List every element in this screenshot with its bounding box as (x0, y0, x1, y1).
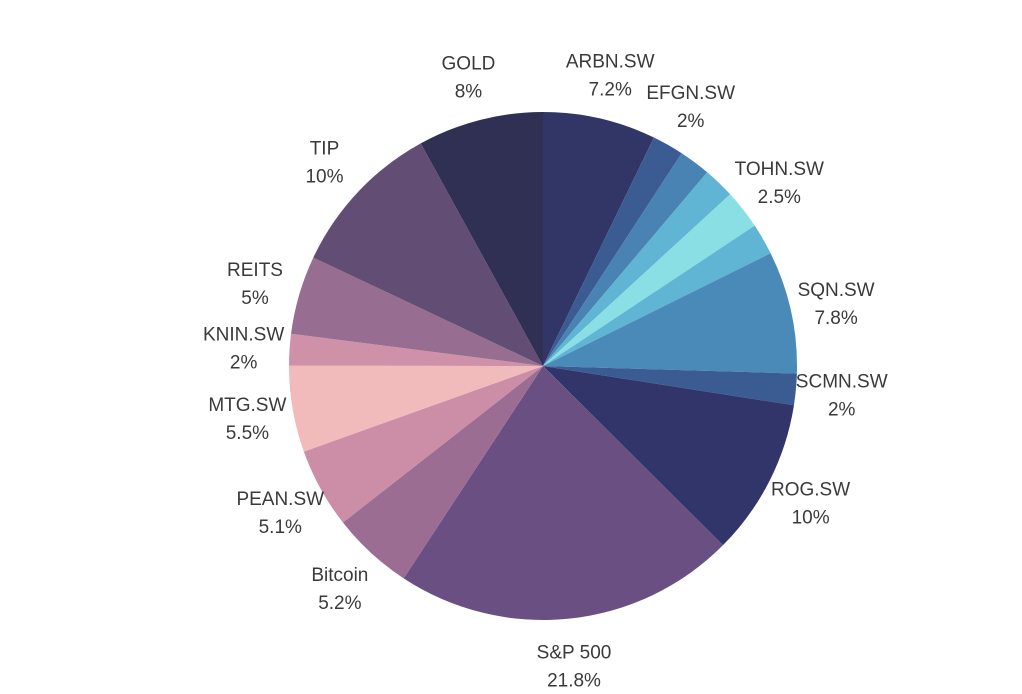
slice-label-percent: 5.5% (226, 423, 269, 444)
slice-label-percent: 5.1% (259, 517, 302, 538)
pie-label-s-p-500: S&P 500 21.8% (537, 642, 612, 691)
pie-label-sqn-sw: SQN.SW 7.8% (798, 280, 875, 329)
pie-slice-sqn-sw (543, 253, 797, 374)
slice-label-name: S&P 500 (537, 642, 612, 663)
slice-label-name: TOHN.SW (735, 159, 824, 180)
slice-label-percent: 10% (305, 166, 343, 187)
pie-label-gold: GOLD 8% (442, 53, 496, 102)
pie-slice-efgn-sw (543, 137, 682, 366)
slice-label-name: EFGN.SW (646, 83, 735, 104)
slice-label-percent: 2% (230, 353, 258, 374)
pie-label-rog-sw: ROG.SW 10% (771, 480, 850, 529)
pie-slice-arbn-sw (543, 112, 654, 366)
slice-label-percent: 2% (828, 400, 856, 421)
slice-label-name: MTG.SW (208, 395, 286, 416)
pie-slice-tip (313, 143, 543, 366)
pie-slice-scmn-sw (543, 366, 797, 406)
slice-label-name: SCMN.SW (796, 372, 888, 393)
pie-slice-unlabeled-3 (543, 172, 731, 366)
slice-label-name: REITS (227, 260, 283, 281)
slice-label-percent: 5.2% (318, 593, 361, 614)
slice-label-percent: 5% (241, 288, 269, 309)
pie-label-knin-sw: KNIN.SW 2% (203, 325, 284, 374)
slice-label-percent: 8% (455, 81, 483, 102)
slice-label-percent: 2% (677, 111, 705, 132)
slice-label-percent: 21.8% (547, 670, 601, 691)
pie-slice-tohn-sw (543, 194, 755, 366)
pie-label-efgn-sw: EFGN.SW 2% (646, 83, 735, 132)
slice-label-name: SQN.SW (798, 280, 875, 301)
pie-slice-rog-sw (543, 366, 794, 546)
slice-label-name: GOLD (442, 53, 496, 74)
pie-slice-mtg-sw (288, 365, 543, 452)
pie-slice-s-p-500 (403, 366, 724, 620)
pie-slice-gold (420, 112, 543, 366)
pie-slice-unlabeled-5 (543, 225, 771, 366)
pie-label-tohn-sw: TOHN.SW 2.5% (735, 159, 824, 208)
pie-label-bitcoin: Bitcoin 5.2% (311, 565, 368, 614)
slice-label-percent: 7.2% (589, 80, 632, 101)
pie-slice-unlabeled-2 (543, 153, 708, 366)
pie-slices (288, 112, 797, 620)
slice-label-name: Bitcoin (311, 565, 368, 586)
pie-label-arbn-sw: ARBN.SW 7.2% (566, 52, 655, 101)
pie-label-tip: TIP 10% (305, 138, 343, 187)
slice-label-percent: 10% (792, 508, 830, 529)
pie-slice-bitcoin (342, 366, 543, 579)
slice-label-name: ROG.SW (771, 480, 850, 501)
pie-slice-pean-sw (303, 366, 543, 523)
pie-label-scmn-sw: SCMN.SW 2% (796, 372, 888, 421)
pie-slice-reits (291, 257, 543, 366)
pie-label-reits: REITS 5% (227, 260, 283, 309)
pie-labels: ARBN.SW 7.2% EFGN.SW 2% TOHN.SW 2.5% SQN.SW 7.8… (203, 52, 888, 692)
pie-label-pean-sw: PEAN.SW 5.1% (236, 489, 324, 538)
slice-label-percent: 7.8% (814, 308, 857, 329)
pie-slice-knin-sw (289, 333, 543, 366)
pie-label-mtg-sw: MTG.SW 5.5% (208, 395, 286, 444)
slice-label-name: KNIN.SW (203, 325, 284, 346)
slice-label-name: PEAN.SW (236, 489, 324, 510)
slice-label-name: TIP (310, 138, 340, 159)
slice-label-percent: 2.5% (758, 187, 801, 208)
slice-label-name: ARBN.SW (566, 52, 655, 73)
